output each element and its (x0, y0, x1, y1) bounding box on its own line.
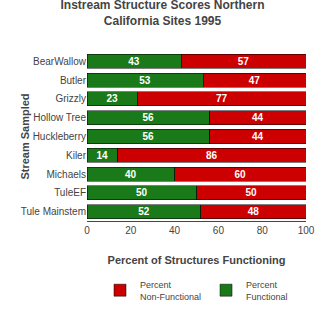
svg-text:Kiler: Kiler (66, 150, 87, 161)
svg-text:Grizzly: Grizzly (55, 93, 86, 104)
svg-text:56: 56 (143, 131, 155, 142)
svg-text:60: 60 (235, 169, 247, 180)
svg-text:Michaels: Michaels (47, 169, 86, 180)
svg-text:44: 44 (252, 112, 264, 123)
svg-text:Huckleberry: Huckleberry (33, 131, 86, 142)
svg-text:20: 20 (125, 225, 137, 236)
svg-text:80: 80 (257, 225, 269, 236)
svg-text:50: 50 (136, 187, 148, 198)
svg-text:77: 77 (216, 93, 228, 104)
svg-text:40: 40 (169, 225, 181, 236)
svg-text:52: 52 (138, 206, 150, 217)
svg-text:53: 53 (139, 75, 151, 86)
svg-text:56: 56 (143, 112, 155, 123)
svg-text:Instream Structure Scores Nort: Instream Structure Scores NorthernCalifo… (60, 0, 264, 28)
svg-text:Butler: Butler (60, 75, 87, 86)
svg-text:Hollow Tree: Hollow Tree (33, 112, 86, 123)
svg-text:48: 48 (248, 206, 260, 217)
svg-text:86: 86 (206, 150, 218, 161)
svg-text:BearWallow: BearWallow (33, 56, 87, 67)
svg-text:57: 57 (238, 56, 250, 67)
svg-text:TuleEF: TuleEF (54, 187, 86, 198)
svg-text:50: 50 (245, 187, 257, 198)
svg-text:60: 60 (213, 225, 225, 236)
svg-text:Tule Mainstem: Tule Mainstem (21, 206, 86, 217)
svg-text:47: 47 (249, 75, 261, 86)
svg-text:0: 0 (84, 225, 90, 236)
svg-text:14: 14 (97, 150, 109, 161)
svg-text:23: 23 (106, 93, 118, 104)
svg-text:PercentFunctional: PercentFunctional (246, 280, 288, 302)
svg-text:Stream Sampled: Stream Sampled (19, 93, 31, 179)
svg-text:43: 43 (128, 56, 140, 67)
svg-text:40: 40 (125, 169, 137, 180)
svg-text:Percent of Structures Function: Percent of Structures Functioning (108, 254, 286, 266)
svg-text:44: 44 (252, 131, 264, 142)
svg-text:PercentNon-Functional: PercentNon-Functional (140, 280, 201, 302)
svg-text:100: 100 (298, 225, 315, 236)
